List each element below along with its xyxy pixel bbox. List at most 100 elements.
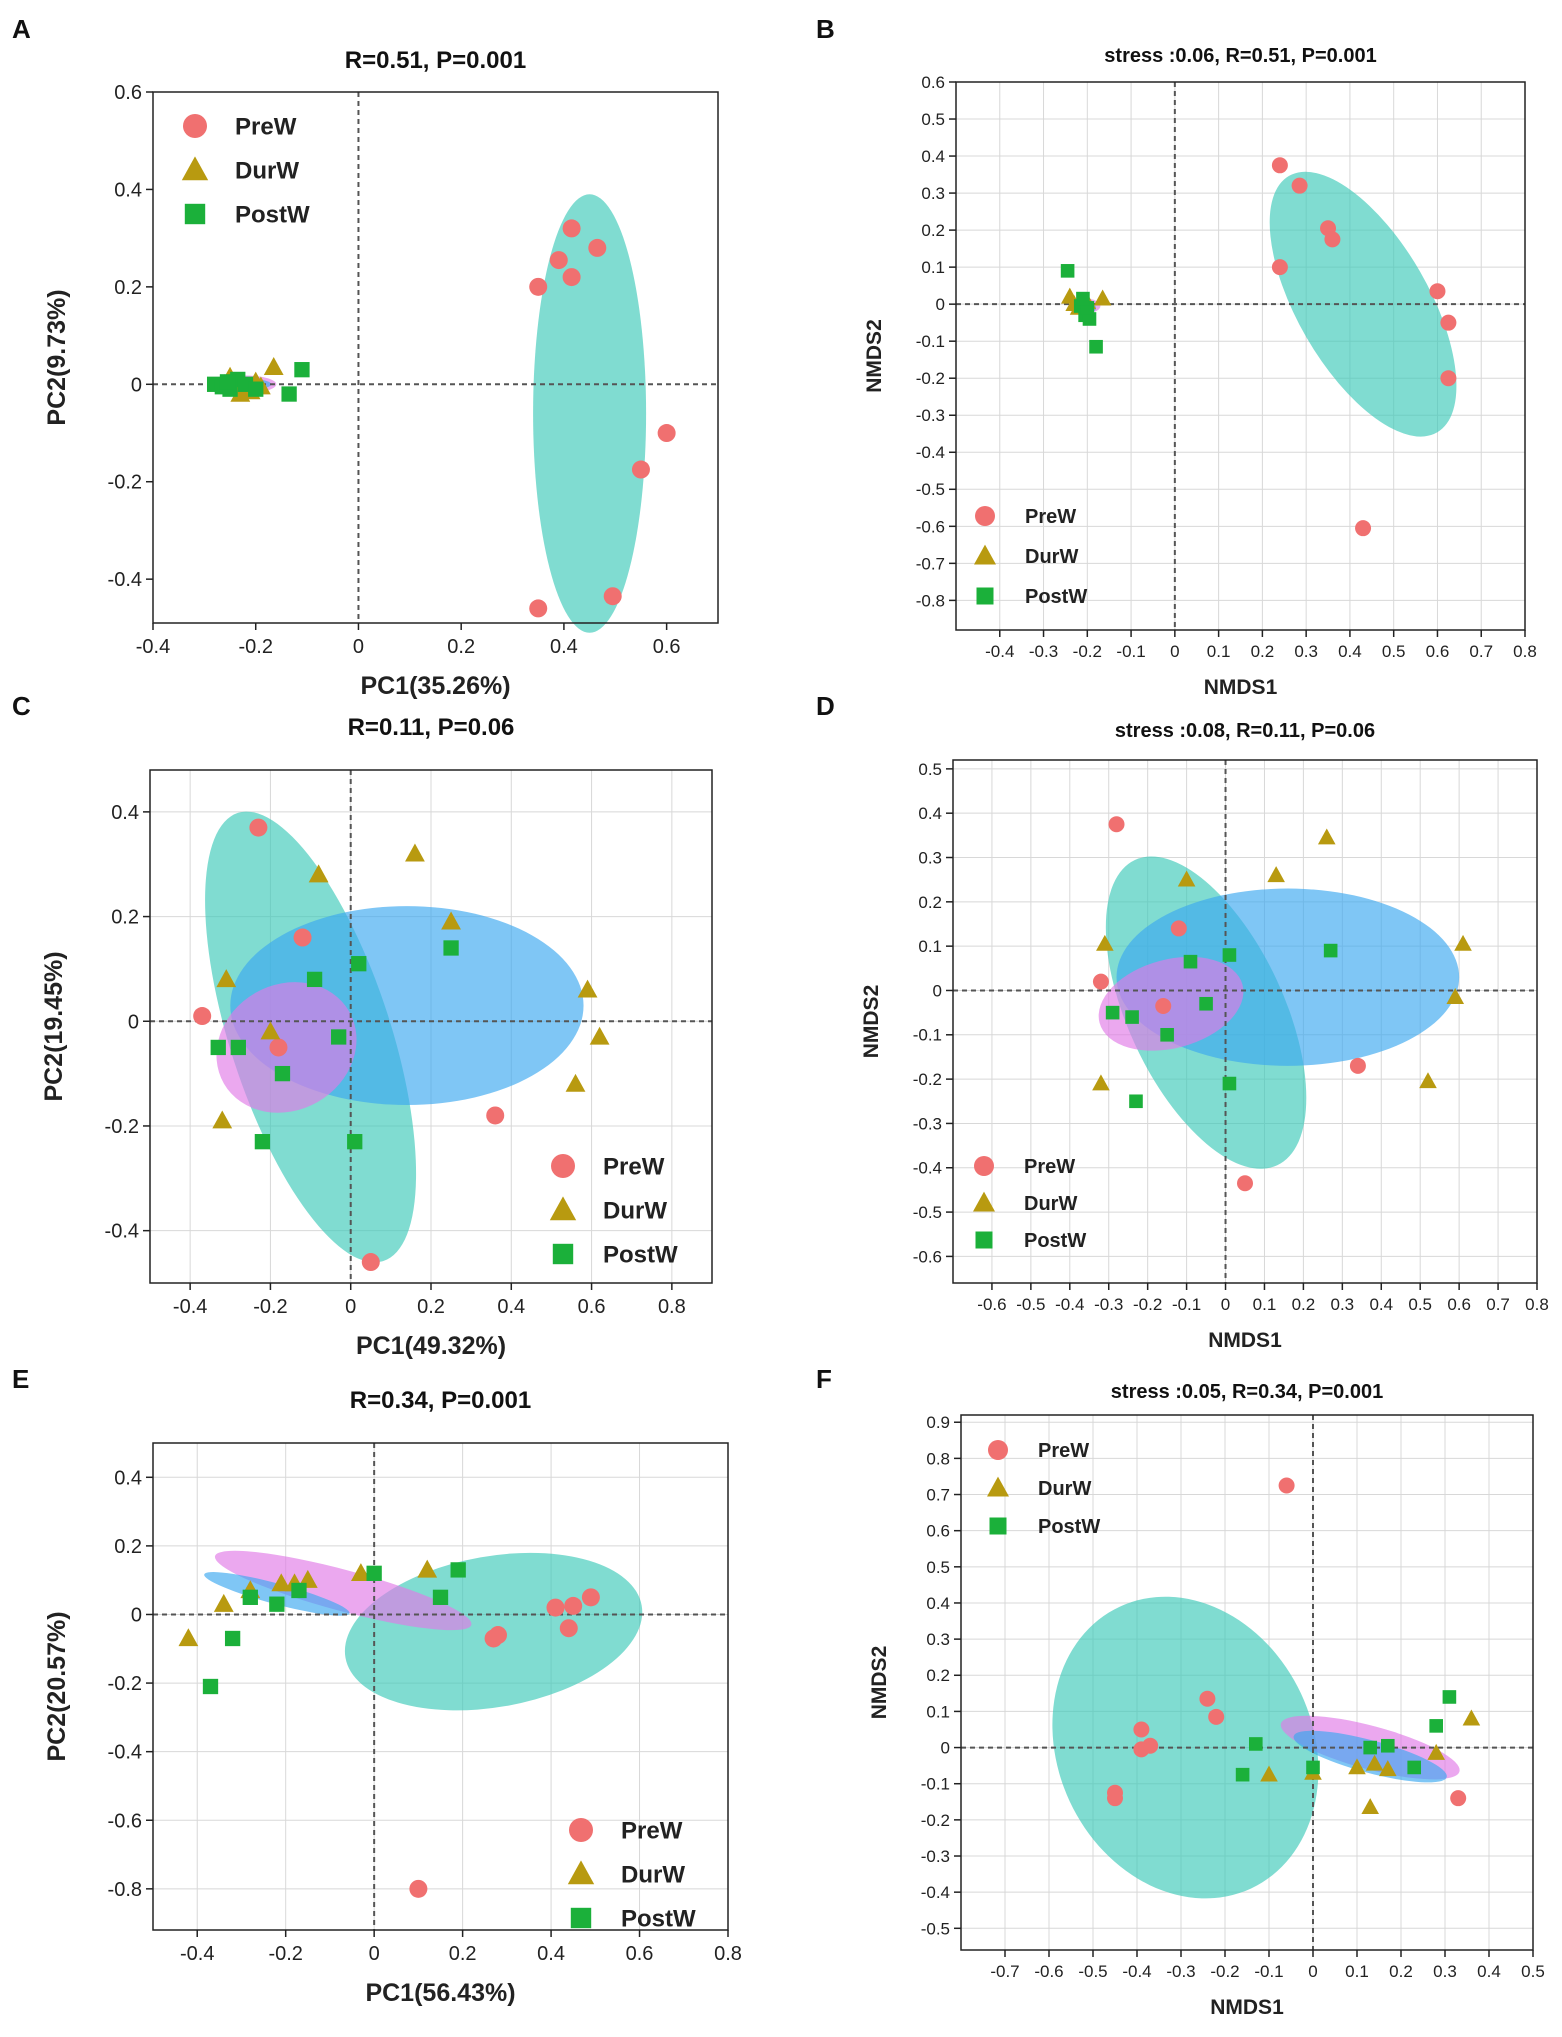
point-prew [529,277,548,296]
y-tick-label: -0.4 [913,1159,942,1178]
series-prew [1092,816,1366,1192]
y-axis-label: NMDS2 [860,985,883,1059]
point-postw [1442,1690,1457,1704]
x-tick-label: -0.2 [1210,1962,1239,1981]
x-tick-label: 0.8 [1513,642,1537,661]
y-tick-label: -0.2 [108,1673,142,1695]
y-tick-label: 0.2 [918,893,942,912]
x-tick-label: 0.2 [1292,1295,1316,1314]
series-prew [529,219,676,618]
point-postw [432,1589,449,1605]
y-tick-label: -0.4 [916,443,945,462]
panel-e: ER=0.34, P=0.001-0.4 -0.2 0 0.2 0.4 0.6 0.8-0.… [12,1364,742,2007]
panel-letter: F [816,1364,832,1394]
x-tick-label: -0.7 [990,1962,1019,1981]
y-tick-label: -0.4 [108,569,142,591]
point-postw [248,381,264,397]
x-tick-label: -0.3 [1094,1295,1123,1314]
x-axis-label: NMDS1 [1204,676,1278,699]
ellipse-prew [1052,1596,1319,1899]
legend-marker-postw [552,1243,574,1265]
point-prew [269,1038,288,1057]
y-tick-label: 0 [933,981,942,1000]
point-prew [1107,1790,1123,1807]
point-prew [1440,370,1457,387]
x-tick-label: -0.2 [1073,642,1102,661]
x-tick-label: 0.1 [1345,1962,1369,1981]
point-postw [281,386,297,402]
x-tick-label: -0.6 [1034,1962,1063,1981]
x-tick-label: 0.4 [1338,642,1362,661]
point-durw [1096,934,1114,951]
legend: PreW DurW PostW [181,114,310,229]
confidence-ellipses [214,194,647,633]
point-durw [1177,870,1196,887]
series-durw [212,843,610,1129]
point-postw [224,1630,241,1647]
point-prew [546,1598,565,1617]
legend-marker-durw [974,544,996,565]
y-tick-label: -0.4 [108,1742,142,1764]
x-tick-label: -0.4 [985,642,1014,661]
point-prew [409,1879,428,1898]
y-tick-label: -0.5 [913,1203,942,1222]
point-postw [242,1589,258,1605]
point-postw [291,1582,307,1599]
y-tick-label: 0.2 [921,221,945,240]
x-axis: -0.4 -0.3 -0.2 -0.1 0 0.1 0.2 0.3 0.4 0.5 0.6 0.7 0.… [985,630,1537,661]
y-tick-label: -0.4 [105,1221,139,1243]
y-tick-label: -0.6 [108,1810,142,1832]
x-tick-label: 0 [1308,1962,1317,1981]
x-tick-label: 0 [353,636,364,658]
x-tick-label: -0.5 [1078,1962,1107,1981]
point-durw [263,356,284,375]
point-postw [1222,948,1237,962]
series-prew [1271,157,1457,537]
chart-title: R=0.51, P=0.001 [345,47,526,74]
series-postw [210,940,459,1150]
legend-label-prew: PreW [235,114,297,141]
ellipse-prew [533,194,647,633]
y-tick-label: -0.5 [916,480,945,499]
series-postw [1235,1690,1457,1782]
y-tick-label: 0.6 [114,82,142,104]
point-prew [1155,997,1172,1014]
point-durw [589,1026,610,1045]
y-tick-label: 0.8 [926,1449,950,1468]
y-tick-label: 0.2 [114,1536,142,1558]
legend-marker-durw [973,1191,995,1212]
legend-label-durw: DurW [1025,546,1078,568]
legend-marker-prew [988,1440,1008,1460]
x-tick-label: -0.3 [1166,1962,1195,1981]
x-axis: -0.4 -0.2 0 0.2 0.4 0.6 [136,623,681,658]
point-durw [1092,1074,1110,1091]
point-postw [1125,1010,1139,1024]
point-durw [308,864,329,883]
point-prew [549,251,568,270]
y-tick-label: 0.4 [926,1594,950,1613]
point-prew [1429,283,1446,300]
point-durw [1446,988,1465,1004]
plot-frame [152,91,719,624]
point-durw [1348,1758,1366,1775]
legend-label-prew: PreW [1038,1440,1089,1462]
x-tick-label: 0.1 [1207,642,1231,661]
y-axis-label: NMDS2 [868,1646,891,1720]
legend-label-postw: PostW [621,1906,696,1933]
point-durw [260,1021,281,1040]
x-tick-label: 0.6 [1426,642,1450,661]
point-postw [1323,943,1338,958]
y-tick-label: 0.4 [921,147,945,166]
point-prew [1237,1175,1253,1192]
x-tick-label: -0.2 [268,1943,302,1965]
point-prew [657,424,676,443]
point-durw [1093,289,1112,306]
y-tick-label: 0.1 [921,258,945,277]
x-axis-label: NMDS1 [1210,1996,1284,2019]
y-tick-label: -0.1 [916,332,945,351]
y-tick-label: 0.5 [918,760,942,779]
point-postw [443,940,459,956]
point-prew [559,1619,578,1638]
point-durw [1365,1754,1384,1771]
y-tick-label: 0.9 [926,1413,950,1432]
